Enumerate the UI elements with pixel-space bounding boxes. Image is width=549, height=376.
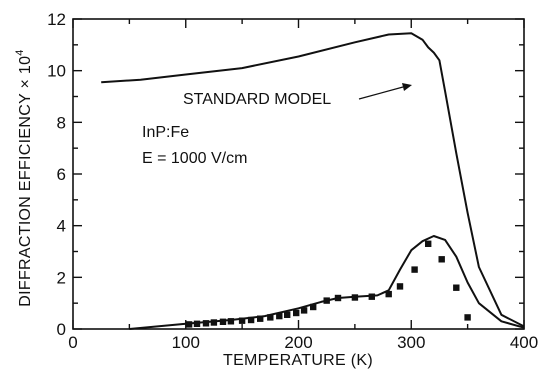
measured-data-point <box>185 321 193 328</box>
measured-data-point <box>351 294 359 301</box>
y-tick-label: 8 <box>57 113 66 132</box>
y-tick-label: 2 <box>57 268 66 287</box>
measured-data-point <box>284 311 291 318</box>
measured-data-point <box>219 318 227 325</box>
measured-data-point <box>411 266 418 273</box>
measured-data-point <box>300 307 308 314</box>
x-tick-label: 100 <box>172 333 200 352</box>
plot-frame <box>72 18 525 330</box>
standard-model-pointer-arrowhead <box>402 83 412 91</box>
measured-data-point <box>464 314 471 321</box>
measured-data-point <box>202 320 210 327</box>
field-label: E = 1000 V/cm <box>142 150 247 167</box>
x-axis-label: TEMPERATURE (K) <box>223 352 373 369</box>
y-axis-label-exponent: 4 <box>14 49 26 55</box>
measured-data-point <box>210 319 218 326</box>
standard-model-curve <box>101 32 525 328</box>
standard-model-label: STANDARD MODEL <box>183 91 331 108</box>
y-tick-label: 4 <box>57 217 66 236</box>
x-tick-label: 300 <box>397 333 425 352</box>
y-tick-label: 10 <box>47 62 66 81</box>
measured-data-point <box>193 320 201 327</box>
y-tick-label: 6 <box>57 165 66 184</box>
axis-ticks <box>72 18 525 330</box>
measured-data-point <box>247 316 255 324</box>
measured-data-point <box>453 284 460 291</box>
y-axis-label: DIFFRACTION EFFICIENCY × 104 <box>14 49 34 306</box>
y-tick-label: 12 <box>47 10 66 29</box>
measured-data-point <box>334 294 342 302</box>
axis-tick-labels: 0 100 200 300 400 0 2 4 6 8 10 12 <box>47 10 538 352</box>
measured-data-point <box>227 318 235 325</box>
measured-data-point <box>267 314 274 321</box>
measured-data-point <box>438 256 445 263</box>
x-tick-label: 0 <box>68 333 77 352</box>
y-axis-label-main: DIFFRACTION EFFICIENCY × 10 <box>17 56 34 307</box>
measured-data-point <box>385 290 392 298</box>
measured-data-point <box>368 293 375 300</box>
measured-data-point <box>323 297 330 304</box>
measured-data-point <box>425 240 432 247</box>
x-tick-label: 200 <box>284 333 312 352</box>
measured-data-point <box>238 317 246 324</box>
standard-model-pointer-arrow <box>358 86 404 100</box>
measured-data-point <box>310 303 317 311</box>
measured-data-point <box>257 315 264 322</box>
y-tick-label: 0 <box>57 320 66 339</box>
material-label: InP:Fe <box>142 124 189 141</box>
measured-data-point <box>396 283 404 290</box>
measured-data-point <box>293 309 300 317</box>
measured-data-point <box>276 312 283 320</box>
x-tick-label: 400 <box>510 333 538 352</box>
y-axis-label-text: DIFFRACTION EFFICIENCY × 104 <box>14 49 34 306</box>
plot-area <box>101 32 525 330</box>
